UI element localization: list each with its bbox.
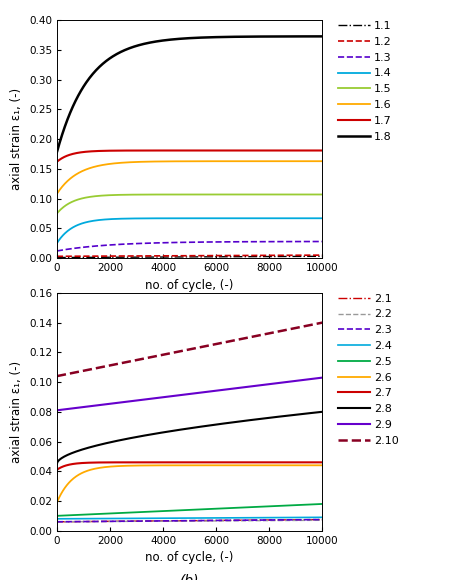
X-axis label: no. of cycle, (-): no. of cycle, (-): [146, 551, 234, 564]
X-axis label: no. of cycle, (-): no. of cycle, (-): [146, 278, 234, 292]
Y-axis label: axial strain ε₁, (-): axial strain ε₁, (-): [10, 88, 23, 190]
Legend: 2.1, 2.2, 2.3, 2.4, 2.5, 2.6, 2.7, 2.8, 2.9, 2.10: 2.1, 2.2, 2.3, 2.4, 2.5, 2.6, 2.7, 2.8, …: [338, 293, 399, 445]
Y-axis label: axial strain ε₁, (-): axial strain ε₁, (-): [10, 361, 23, 463]
Legend: 1.1, 1.2, 1.3, 1.4, 1.5, 1.6, 1.7, 1.8: 1.1, 1.2, 1.3, 1.4, 1.5, 1.6, 1.7, 1.8: [338, 21, 392, 142]
Text: (a): (a): [180, 301, 199, 315]
Text: (b): (b): [180, 574, 200, 580]
